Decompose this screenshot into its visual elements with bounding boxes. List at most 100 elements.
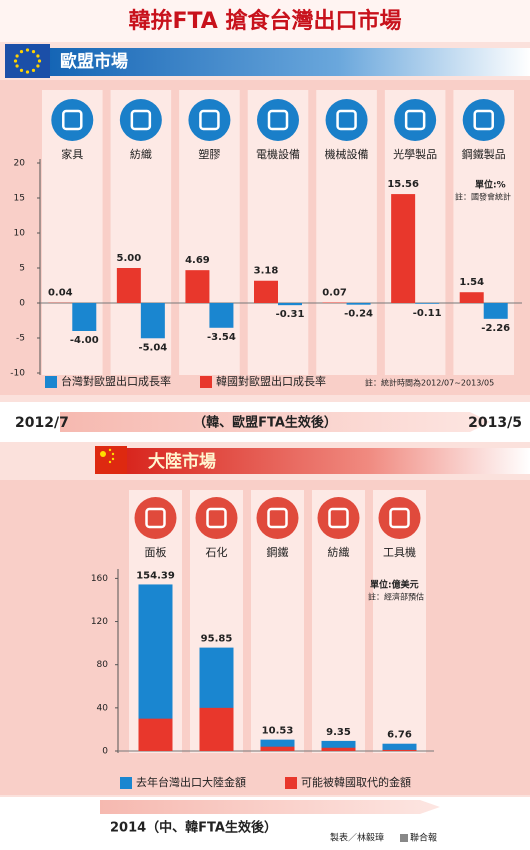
bar	[260, 739, 295, 751]
category-label: 鋼鐵製品	[462, 147, 506, 161]
legend-swatch	[45, 376, 57, 388]
china-stars	[100, 448, 115, 464]
unit: 單位:億美元	[370, 579, 419, 591]
y-tick-label: 40	[97, 703, 109, 713]
icon-glyph	[206, 507, 227, 529]
data-label: 0.07	[322, 288, 347, 299]
icon	[195, 497, 238, 539]
bar	[260, 746, 295, 751]
period-arrow	[100, 800, 440, 814]
icon	[462, 99, 505, 141]
bar	[72, 303, 97, 331]
data-label: -2.26	[481, 323, 510, 334]
icon-glyph	[328, 507, 349, 529]
source: 註：經濟部預估	[368, 592, 424, 602]
legend-label: 台灣對歐盟出口成長率	[61, 374, 171, 388]
credit: 製表／林毅璋	[330, 832, 384, 844]
icon	[394, 99, 437, 141]
icon-glyph	[199, 109, 220, 131]
bar	[382, 749, 417, 751]
data-label: 4.69	[185, 255, 210, 266]
eu-band	[50, 48, 530, 76]
bar	[459, 292, 484, 303]
bar	[138, 718, 173, 751]
icon-glyph	[130, 109, 152, 131]
legend-label: 可能被韓國取代的金額	[301, 775, 411, 789]
category-label: 電機設備	[256, 147, 300, 161]
data-label: 9.35	[326, 727, 351, 738]
y-tick-label: 10	[14, 229, 26, 239]
category-label: 面板	[145, 545, 167, 559]
icon-glyph	[336, 109, 357, 131]
title-area	[0, 0, 530, 42]
period-arrow	[60, 412, 490, 432]
period-label: 2014（中、韓FTA生效後）	[110, 820, 277, 836]
data-label: -0.24	[344, 309, 373, 320]
data-label: 15.56	[387, 179, 419, 190]
data-label: -4.00	[70, 335, 99, 346]
legend-label: 去年台灣出口大陸金額	[136, 775, 246, 789]
bar	[382, 743, 417, 751]
note: 註：統計時間為2012/07~2013/05	[365, 378, 494, 388]
china-flag	[95, 446, 127, 474]
y-tick-label: -5	[16, 334, 25, 344]
data-label: -5.04	[138, 342, 167, 353]
section-title: 歐盟市場	[60, 51, 128, 72]
publisher-logo	[400, 834, 408, 842]
y-tick-label: 0	[102, 747, 108, 757]
data-label: 5.00	[117, 253, 142, 264]
category-label: 工具機	[383, 545, 416, 559]
section-title: 大陸市場	[148, 451, 216, 472]
category-label: 紡織	[130, 147, 152, 161]
data-label: 6.76	[387, 730, 412, 741]
y-tick-label: 20	[14, 159, 26, 169]
data-label: -0.31	[276, 309, 305, 320]
icon-glyph	[62, 109, 83, 131]
unit: 單位:%	[475, 179, 506, 191]
data-label: 0.04	[48, 288, 73, 299]
icon-glyph	[389, 507, 410, 529]
bar	[140, 303, 165, 339]
category-label: 鋼鐵	[267, 545, 289, 559]
bar	[483, 303, 508, 319]
icon-glyph	[473, 109, 494, 131]
icon	[257, 99, 299, 141]
period-label: （韓、歐盟FTA生效後）	[193, 415, 337, 431]
legend-swatch	[200, 376, 212, 388]
bar	[116, 268, 141, 303]
data-label: 3.18	[254, 266, 279, 277]
data-label: 10.53	[262, 726, 294, 737]
icon-glyph	[145, 507, 166, 529]
y-tick-label: 15	[14, 194, 25, 204]
y-tick-label: 0	[19, 299, 25, 309]
y-tick-label: 5	[19, 264, 25, 274]
china-band	[125, 448, 530, 474]
bar	[209, 303, 234, 328]
main-title: 韓拚FTA 搶食台灣出口市場	[128, 8, 401, 34]
category-label: 家具	[61, 147, 83, 161]
source: 註：國發會統計	[455, 192, 511, 202]
icon	[325, 99, 368, 141]
category-label: 光學製品	[393, 147, 437, 161]
category-label: 石化	[206, 545, 228, 559]
icon	[134, 497, 177, 539]
data-label: -0.11	[413, 308, 442, 319]
y-tick-label: 80	[97, 660, 109, 670]
publisher: 聯合報	[410, 832, 437, 844]
bar	[278, 303, 302, 306]
category-label: 塑膠	[198, 147, 220, 161]
icon	[51, 99, 94, 141]
legend-label: 韓國對歐盟出口成長率	[216, 374, 326, 388]
data-label: -3.54	[207, 332, 236, 343]
bar	[254, 280, 278, 303]
legend-swatch	[285, 777, 297, 789]
y-tick-label: 160	[91, 574, 108, 584]
y-tick-label: -10	[10, 369, 25, 379]
icon	[119, 99, 162, 141]
icon	[378, 497, 421, 539]
icon	[317, 497, 360, 539]
icon	[256, 497, 299, 539]
bar	[321, 747, 356, 751]
icon-glyph	[404, 109, 426, 131]
